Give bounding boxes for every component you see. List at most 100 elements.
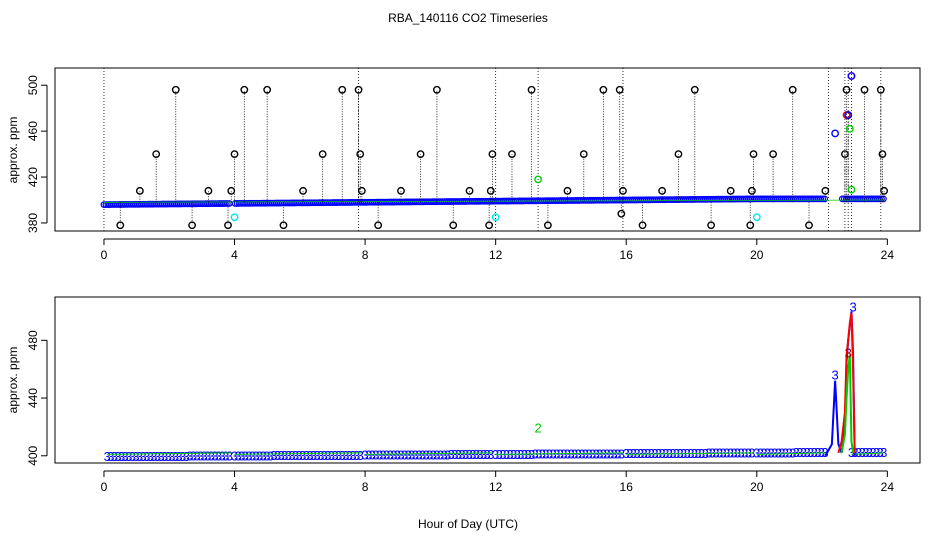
bottom-marker-label: 3 — [408, 447, 415, 462]
bottom-marker-label: 3 — [125, 449, 132, 464]
bottom-marker-label: 3 — [462, 447, 469, 462]
bottom-marker-label: 3 — [775, 445, 782, 460]
bottom-marker-label: 3 — [179, 449, 186, 464]
y-tick-label: 400 — [26, 445, 40, 465]
top-spike-point — [508, 150, 516, 158]
bottom-marker-label: 3 — [256, 448, 263, 463]
top-spike-point — [821, 186, 830, 195]
bottom-marker-label: 3 — [866, 445, 873, 460]
top-green-trace — [103, 199, 885, 203]
bottom-marker-label: 3 — [235, 448, 242, 463]
bottom-marker-label: 3 — [430, 447, 437, 462]
bottom-annotation-label: 3 — [849, 299, 856, 314]
bottom-marker-label: 3 — [589, 446, 596, 461]
bottom-marker-label: 3 — [114, 449, 121, 464]
bottom-marker-label: 3 — [578, 446, 585, 461]
top-spike-point — [338, 85, 347, 94]
bottom-marker-label: 3 — [150, 449, 157, 464]
bottom-marker-label: 3 — [260, 448, 267, 463]
x-tick-label: 16 — [620, 248, 634, 262]
bottom-marker-label: 3 — [800, 445, 807, 460]
bottom-marker-label: 3 — [267, 448, 274, 463]
top-spike-point — [299, 186, 307, 195]
bottom-marker-label: 3 — [603, 446, 610, 461]
bottom-marker-label: 3 — [118, 449, 125, 464]
bottom-marker-label: 3 — [862, 445, 869, 460]
top-spike-point — [224, 221, 232, 230]
bottom-marker-label: 3 — [487, 447, 494, 462]
top-spike-point — [397, 186, 405, 195]
bottom-marker-label: 3 — [215, 449, 222, 464]
bottom-marker-label: 3 — [564, 447, 571, 462]
top-spike-point — [171, 85, 180, 94]
bottom-marker-label: 3 — [157, 449, 164, 464]
bottom-marker-label: 3 — [292, 448, 299, 463]
bottom-marker-label: 3 — [211, 449, 218, 464]
bottom-marker-label: 3 — [238, 448, 245, 463]
bottom-marker-label: 3 — [803, 445, 810, 460]
bottom-marker-label: 3 — [349, 448, 356, 463]
bottom-marker-label: 3 — [296, 448, 303, 463]
bottom-marker-label: 3 — [226, 449, 233, 464]
x-tick-label: 8 — [362, 480, 369, 494]
bottom-marker-label: 3 — [476, 447, 483, 462]
bottom-marker-label: 3 — [560, 447, 567, 462]
top-spike-point — [354, 85, 363, 94]
bottom-marker-label: 3 — [484, 447, 491, 462]
bottom-marker-label: 3 — [317, 448, 324, 463]
bottom-marker-label: 3 — [626, 446, 633, 461]
bottom-marker-label: 3 — [607, 446, 614, 461]
top-green-point — [845, 124, 854, 133]
top-spike-point — [527, 85, 536, 94]
top-spike-point — [878, 150, 887, 158]
top-spike-point — [356, 150, 365, 158]
bottom-marker-label: 3 — [419, 447, 426, 462]
bottom-marker-label: 3 — [873, 445, 880, 460]
bottom-green-line — [840, 354, 855, 454]
bottom-marker-label: 3 — [175, 449, 182, 464]
top-spike-point — [318, 150, 327, 158]
bottom-marker-label: 3 — [764, 445, 771, 460]
bottom-marker-label: 3 — [313, 448, 320, 463]
top-spike-point — [488, 150, 497, 158]
bottom-marker-label: 3 — [397, 448, 404, 463]
bottom-panel: approx. ppm 0 4 8 12 16 20 2440044048033333333… — [6, 296, 921, 494]
top-spike-point — [749, 150, 758, 158]
bottom-marker-label: 3 — [252, 448, 259, 463]
bottom-marker-label: 3 — [111, 449, 118, 464]
top-spike-point — [842, 85, 851, 94]
bottom-marker-label: 3 — [807, 445, 814, 460]
bottom-marker-label: 3 — [433, 447, 440, 462]
bottom-marker-label: 3 — [365, 448, 372, 463]
top-spike-point — [486, 186, 495, 195]
y-tick-label: 440 — [26, 388, 40, 408]
bottom-marker-label: 3 — [440, 447, 447, 462]
bottom-marker-label: 3 — [104, 449, 111, 464]
top-spike-point — [579, 150, 588, 158]
bottom-marker-label: 3 — [136, 449, 143, 464]
bottom-marker-label: 3 — [880, 445, 887, 460]
top-spike-point — [769, 150, 778, 158]
bottom-marker-label: 3 — [197, 449, 204, 464]
top-spike-point — [374, 221, 383, 230]
top-spike-point — [449, 221, 458, 230]
bottom-marker-label: 3 — [480, 447, 487, 462]
x-tick-label: 24 — [881, 248, 895, 262]
bottom-marker-label: 3 — [383, 448, 390, 463]
bottom-marker-label: 3 — [437, 447, 444, 462]
top-spike-point — [357, 186, 366, 195]
top-spike-point — [204, 186, 213, 195]
top-spike-point — [707, 221, 715, 230]
bottom-marker-label: 3 — [458, 447, 465, 462]
top-spike-point — [465, 186, 474, 195]
top-spike-point — [433, 85, 441, 94]
bottom-green-trace — [365, 452, 493, 455]
top-spike-point — [188, 221, 196, 230]
bottom-marker-label: 3 — [140, 449, 147, 464]
x-tick-label: 12 — [489, 480, 503, 494]
bottom-marker-label: 3 — [274, 448, 281, 463]
bottom-marker-label: 3 — [585, 446, 592, 461]
bottom-marker-label: 3 — [306, 448, 313, 463]
top-spike-point — [880, 186, 888, 195]
bottom-marker-label: 3 — [469, 447, 476, 462]
